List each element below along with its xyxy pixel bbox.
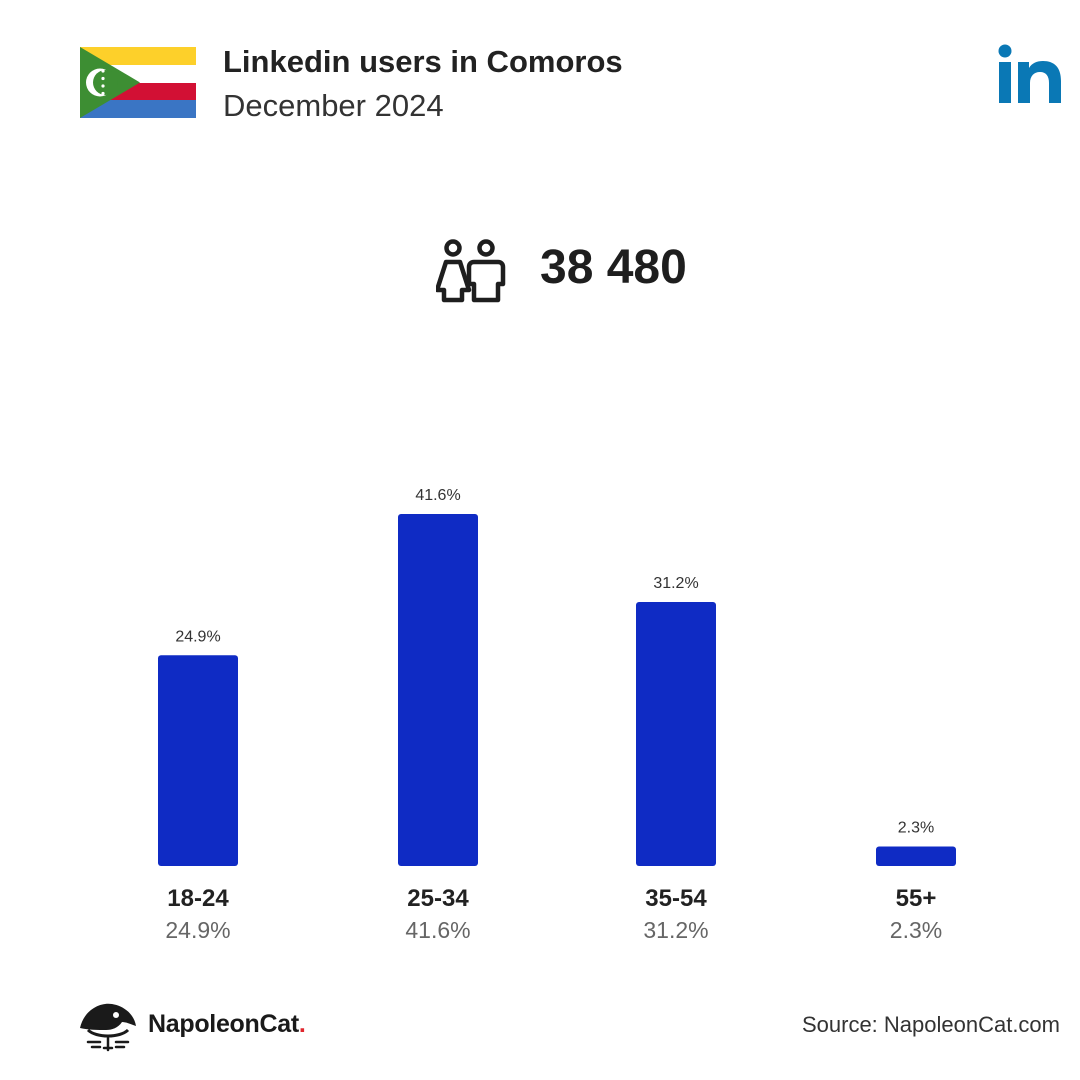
users-icon: [436, 239, 506, 303]
source-text: Source: NapoleonCat.com: [801, 1012, 1060, 1037]
brand-name: NapoleonCat.: [148, 1010, 306, 1039]
page-title: Linkedin users in Comoros: [223, 44, 623, 79]
bar-18-24: [158, 655, 238, 866]
bar-value-label: 2.3%: [898, 820, 934, 837]
category-label: 18-24: [167, 885, 229, 912]
category-percent-label: 31.2%: [643, 917, 708, 943]
bar-25-34: [398, 514, 478, 866]
bar-value-label: 41.6%: [415, 487, 460, 504]
category-label: 25-34: [407, 885, 469, 912]
category-label: 35-54: [645, 885, 707, 912]
brand-name-text: NapoleonCat: [148, 1010, 299, 1038]
category-percent-label: 2.3%: [890, 917, 942, 943]
category-label: 55+: [896, 885, 937, 912]
bar-55+: [876, 846, 956, 866]
linkedin-logo-icon: [998, 44, 1061, 103]
brand-dot: .: [298, 1010, 306, 1038]
total-users-value: 38 480: [540, 241, 687, 294]
category-percent-label: 41.6%: [405, 917, 470, 943]
page-subtitle: December 2024: [223, 88, 444, 123]
comoros-flag-icon: [80, 47, 196, 118]
bar-value-label: 24.9%: [175, 628, 220, 645]
bar-value-label: 31.2%: [653, 575, 698, 592]
category-percent-label: 24.9%: [165, 917, 230, 943]
bar-35-54: [636, 602, 716, 866]
napoleoncat-logo-icon: [80, 1003, 136, 1052]
